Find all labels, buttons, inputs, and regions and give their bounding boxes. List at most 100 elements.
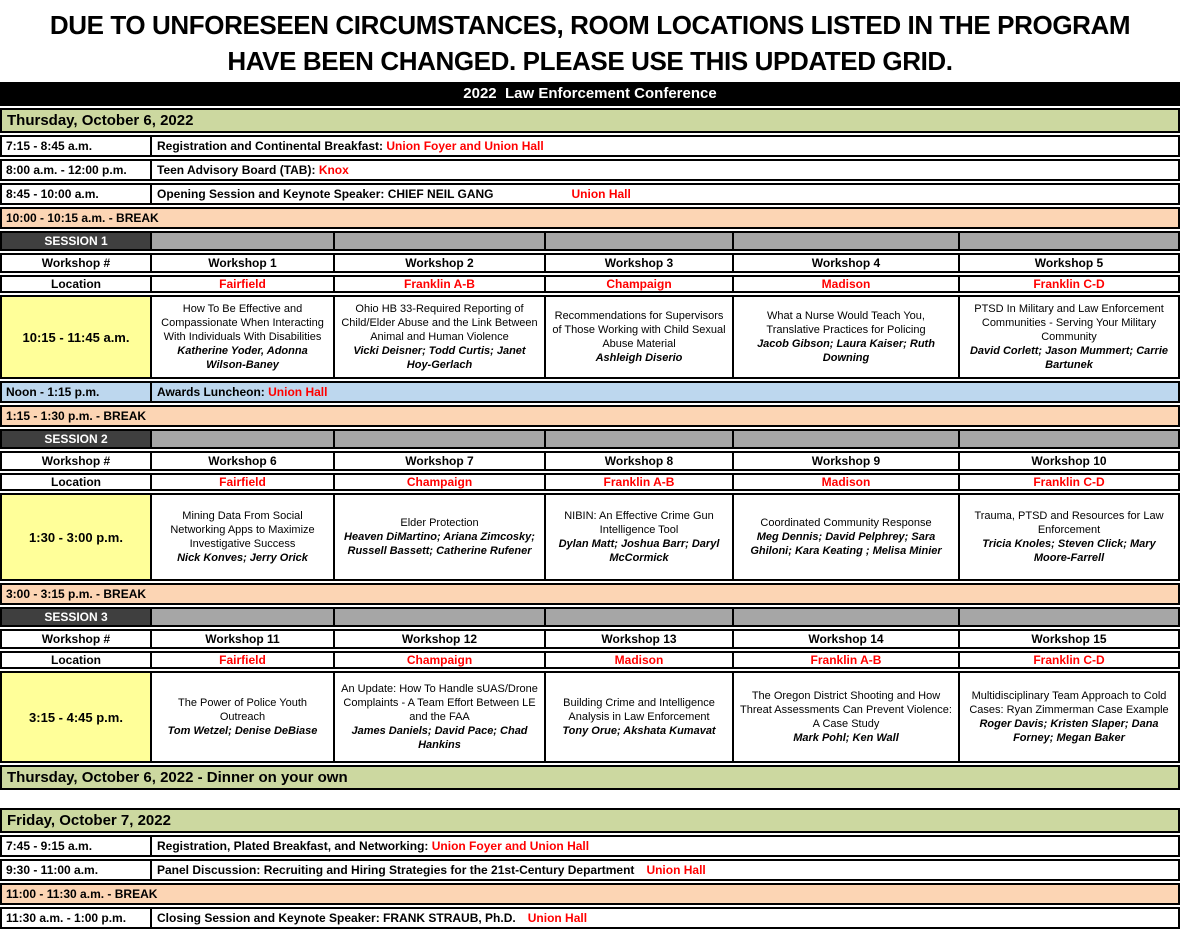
break-row-morning: 10:00 - 10:15 a.m. - BREAK (0, 207, 1180, 229)
workshop-number: Workshop 15 (1031, 632, 1107, 646)
workshop-speakers: Tom Wetzel; Denise DeBiase (167, 725, 318, 738)
event-row-opening-session: 8:45 - 10:00 a.m. Opening Session and Ke… (0, 183, 1180, 205)
workshop-number: Workshop 10 (1031, 454, 1107, 468)
event-location-text: Union Hall (268, 385, 328, 399)
workshop-title: PTSD In Military and Law Enforcement Com… (974, 302, 1164, 343)
workshop-title: Elder Protection (400, 516, 479, 529)
workshop-title: Ohio HB 33-Required Reporting of Child/E… (341, 302, 538, 343)
session-filler-cell (960, 233, 1178, 249)
workshop-cell: Ohio HB 33-Required Reporting of Child/E… (335, 297, 546, 377)
event-location-text: Union Hall (527, 911, 588, 925)
workshop-speakers: Ashleigh Diserio (595, 352, 683, 365)
event-text: Teen Advisory Board (TAB): (157, 163, 316, 177)
workshop-room: Madison (546, 653, 734, 667)
session-filler-cell (546, 609, 734, 625)
workshop-title: What a Nurse Would Teach You, Translativ… (766, 309, 926, 336)
workshop-number: Workshop 11 (152, 631, 335, 647)
workshop-cell: An Update: How To Handle sUAS/Drone Comp… (335, 673, 546, 761)
workshop-title: NIBIN: An Effective Crime Gun Intelligen… (564, 509, 714, 536)
event-row-registration-friday: 7:45 - 9:15 a.m. Registration, Plated Br… (0, 835, 1180, 857)
workshop-title: Building Crime and Intelligence Analysis… (563, 696, 715, 723)
session-filler-cell (546, 431, 734, 447)
event-location-text: Union Foyer and Union Hall (431, 839, 590, 853)
workshop-room: Madison (734, 277, 960, 291)
event-description: Awards Luncheon: Union Hall (152, 383, 1178, 401)
location-column-header: Location (2, 475, 152, 489)
event-location-text: Union Hall (571, 187, 631, 201)
workshop-cell: The Power of Police Youth Outreach Tom W… (152, 673, 335, 761)
workshop-cell: Building Crime and Intelligence Analysis… (546, 673, 734, 761)
workshop-speakers: Roger Davis; Kristen Slaper; Dana Forney… (979, 718, 1159, 745)
event-text: Registration, Plated Breakfast, and Netw… (157, 839, 429, 853)
session-filler-cell (734, 233, 960, 249)
workshop-speakers: Mark Pohl; Ken Wall (793, 732, 899, 745)
workshop-room: Franklin C-D (1033, 475, 1105, 489)
event-time: 7:45 - 9:15 a.m. (2, 837, 152, 855)
session-2-location-row: Location Fairfield Champaign Franklin A-… (0, 473, 1180, 491)
workshop-cell: The Oregon District Shooting and How Thr… (734, 673, 960, 761)
session-3-header-row: SESSION 3 (0, 607, 1180, 627)
workshop-column-header: Workshop # (2, 255, 152, 271)
workshop-title: Trauma, PTSD and Resources for Law Enfor… (974, 509, 1164, 536)
notice-line-1: DUE TO UNFORESEEN CIRCUMSTANCES, ROOM LO… (49, 10, 1131, 40)
workshop-number: Workshop 6 (152, 453, 335, 469)
workshop-cell: Trauma, PTSD and Resources for Law Enfor… (960, 495, 1178, 579)
workshop-room: Franklin C-D (1033, 277, 1105, 291)
workshop-room: Champaign (546, 277, 734, 291)
session-filler-cell (734, 431, 960, 447)
break-row-friday: 11:00 - 11:30 a.m. - BREAK (0, 883, 1180, 905)
session-2-header-row: SESSION 2 (0, 429, 1180, 449)
session-1-location-row: Location Fairfield Franklin A-B Champaig… (0, 275, 1180, 293)
workshop-room: Franklin A-B (335, 277, 546, 291)
session-1-content-row: 10:15 - 11:45 a.m. How To Be Effective a… (0, 295, 1180, 379)
session-time: 1:30 - 3:00 p.m. (2, 495, 152, 579)
workshop-speakers: Nick Konves; Jerry Orick (177, 552, 308, 565)
workshop-room: Fairfield (152, 653, 335, 667)
workshop-cell: PTSD In Military and Law Enforcement Com… (960, 297, 1178, 377)
event-text: Registration and Continental Breakfast: (157, 139, 384, 153)
notice-line-2: HAVE BEEN CHANGED. PLEASE USE THIS UPDAT… (227, 46, 953, 76)
workshop-speakers: James Daniels; David Pace; Chad Hankins (351, 725, 528, 752)
break-row-afternoon-2: 3:00 - 3:15 p.m. - BREAK (0, 583, 1180, 605)
event-location-text: Union Foyer and Union Hall (386, 139, 544, 153)
event-description: Registration and Continental Breakfast: … (152, 137, 1178, 155)
event-time: 7:15 - 8:45 a.m. (2, 137, 152, 155)
workshop-title: Recommendations for Supervisors of Those… (552, 309, 726, 350)
workshop-cell: NIBIN: An Effective Crime Gun Intelligen… (546, 495, 734, 579)
workshop-speakers: Vicki Deisner; Todd Curtis; Janet Hoy-Ge… (353, 345, 526, 372)
session-name: SESSION 2 (2, 431, 152, 447)
event-location-text: Knox (318, 163, 349, 177)
thursday-header: Thursday, October 6, 2022 (0, 108, 1180, 133)
workshop-number: Workshop 1 (152, 255, 335, 271)
session-1-workshop-number-row: Workshop # Workshop 1 Workshop 2 Worksho… (0, 253, 1180, 273)
workshop-room: Fairfield (152, 475, 335, 489)
workshop-room: Franklin C-D (1033, 653, 1105, 667)
event-row-closing-session: 11:30 a.m. - 1:00 p.m. Closing Session a… (0, 907, 1180, 929)
event-description: Teen Advisory Board (TAB): Knox (152, 161, 1178, 179)
event-row-panel-discussion: 9:30 - 11:00 a.m. Panel Discussion: Recr… (0, 859, 1180, 881)
workshop-number: Workshop 8 (546, 453, 734, 469)
workshop-room: Champaign (335, 475, 546, 489)
workshop-title: The Power of Police Youth Outreach (177, 696, 308, 723)
session-3-content-row: 3:15 - 4:45 p.m. The Power of Police You… (0, 671, 1180, 763)
workshop-title: An Update: How To Handle sUAS/Drone Comp… (341, 682, 538, 723)
workshop-number: Workshop 5 (1034, 256, 1104, 270)
session-filler-cell (152, 233, 335, 249)
session-filler-cell (960, 431, 1178, 447)
event-text: Panel Discussion: Recruiting and Hiring … (157, 863, 635, 877)
session-3-workshop-number-row: Workshop # Workshop 11 Workshop 12 Works… (0, 629, 1180, 649)
workshop-room: Champaign (335, 653, 546, 667)
session-filler-cell (734, 609, 960, 625)
workshop-cell: Mining Data From Social Networking Apps … (152, 495, 335, 579)
event-time: Noon - 1:15 p.m. (2, 383, 152, 401)
workshop-title: The Oregon District Shooting and How Thr… (740, 689, 952, 730)
workshop-column-header: Workshop # (2, 453, 152, 469)
event-location-text: Union Hall (646, 863, 706, 877)
event-description: Panel Discussion: Recruiting and Hiring … (152, 861, 1178, 879)
location-column-header: Location (2, 653, 152, 667)
day-divider-spacer (0, 790, 1180, 806)
workshop-speakers: David Corlett; Jason Mummert; Carrie Bar… (969, 345, 1169, 372)
session-name: SESSION 3 (2, 609, 152, 625)
session-1-header-row: SESSION 1 (0, 231, 1180, 251)
thursday-dinner-row: Thursday, October 6, 2022 - Dinner on yo… (0, 765, 1180, 790)
